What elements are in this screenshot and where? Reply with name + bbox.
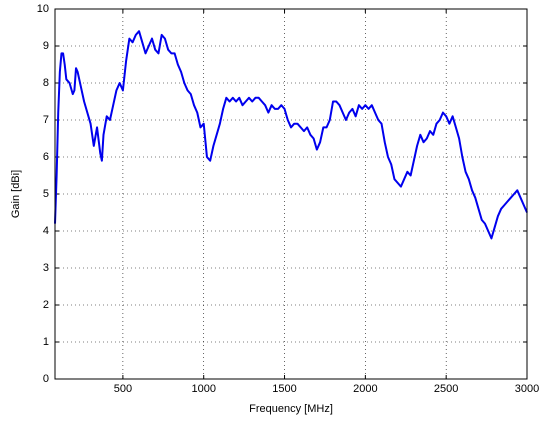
y-tick-label: 6 bbox=[43, 151, 49, 163]
y-tick-label: 10 bbox=[37, 3, 49, 15]
y-tick-label: 3 bbox=[43, 262, 49, 274]
axes-box bbox=[54, 8, 528, 380]
y-tick-label: 7 bbox=[43, 114, 49, 126]
y-tick-label: 5 bbox=[43, 188, 49, 200]
x-tick-label: 3000 bbox=[515, 383, 539, 395]
y-tick-label: 8 bbox=[43, 77, 49, 89]
x-axis-label: Frequency [MHz] bbox=[249, 403, 333, 415]
y-tick-label: 9 bbox=[43, 40, 49, 52]
plot-area: 0 1 2 3 4 5 6 7 8 9 10 500 1000 1500 2000 2500 3000 bbox=[37, 3, 539, 395]
x-tick-label: 1000 bbox=[191, 383, 215, 395]
x-tick-label: 2000 bbox=[353, 383, 377, 395]
data-line bbox=[54, 30, 528, 240]
x-tick-label: 500 bbox=[114, 383, 132, 395]
y-axis-label: Gain [dBi] bbox=[10, 170, 22, 218]
y-tick-label: 1 bbox=[43, 336, 49, 348]
x-tick-label: 1500 bbox=[272, 383, 296, 395]
y-tick-label: 2 bbox=[43, 299, 49, 311]
x-tick-label: 2500 bbox=[434, 383, 458, 395]
y-tick-label: 4 bbox=[43, 225, 49, 237]
y-tick-label: 0 bbox=[43, 373, 49, 385]
